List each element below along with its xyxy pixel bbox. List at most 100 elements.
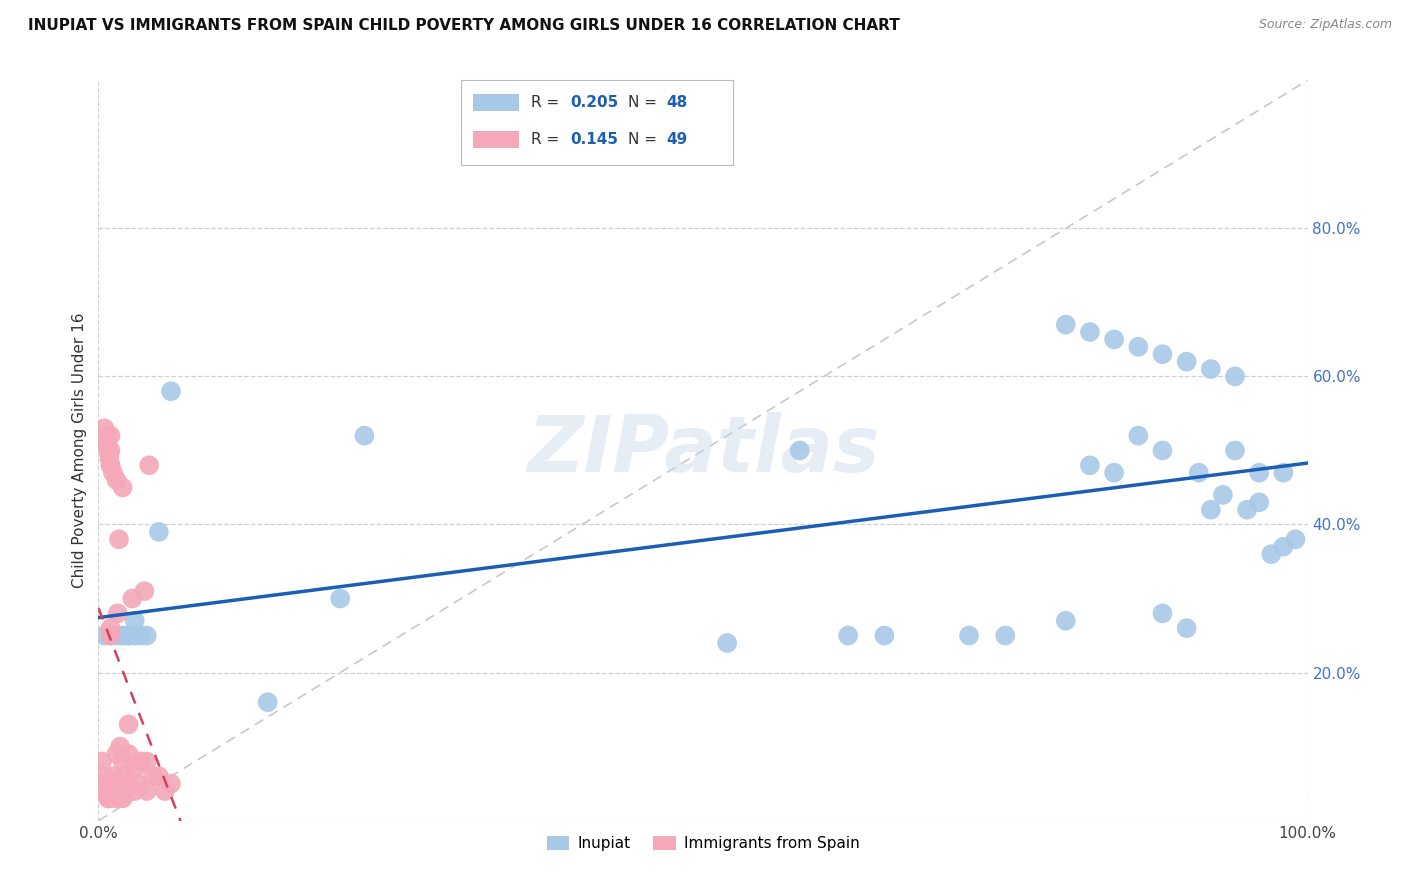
- Point: [160, 384, 183, 399]
- Point: [111, 776, 134, 791]
- Point: [104, 784, 127, 798]
- Text: N =: N =: [628, 132, 662, 147]
- Point: [135, 784, 157, 798]
- Text: Source: ZipAtlas.com: Source: ZipAtlas.com: [1258, 18, 1392, 31]
- Point: [96, 784, 118, 798]
- Point: [716, 636, 738, 650]
- Point: [1102, 466, 1125, 480]
- Point: [1175, 621, 1198, 635]
- Point: [96, 436, 118, 450]
- Point: [1260, 547, 1282, 561]
- Point: [1054, 318, 1077, 332]
- Point: [108, 739, 131, 754]
- Point: [1272, 466, 1295, 480]
- Point: [100, 628, 122, 642]
- Point: [1223, 369, 1246, 384]
- Point: [1199, 362, 1222, 376]
- Bar: [461, 80, 734, 165]
- Point: [101, 769, 124, 783]
- Point: [142, 769, 165, 783]
- Point: [124, 762, 146, 776]
- Text: 49: 49: [666, 132, 688, 147]
- Point: [105, 473, 128, 487]
- Text: ZIPatlas: ZIPatlas: [527, 412, 879, 489]
- Point: [1128, 340, 1150, 354]
- Point: [103, 776, 125, 791]
- Point: [93, 628, 115, 642]
- Point: [1199, 502, 1222, 516]
- Point: [100, 628, 122, 642]
- Point: [111, 755, 134, 769]
- Point: [118, 717, 141, 731]
- Point: [100, 458, 122, 473]
- Point: [121, 591, 143, 606]
- Point: [97, 791, 120, 805]
- Point: [124, 628, 146, 642]
- Point: [994, 628, 1017, 642]
- Point: [93, 421, 115, 435]
- Point: [127, 776, 149, 791]
- Point: [124, 784, 146, 798]
- Point: [135, 628, 157, 642]
- Point: [957, 628, 980, 642]
- Point: [118, 628, 141, 642]
- Text: INUPIAT VS IMMIGRANTS FROM SPAIN CHILD POVERTY AMONG GIRLS UNDER 16 CORRELATION : INUPIAT VS IMMIGRANTS FROM SPAIN CHILD P…: [28, 18, 900, 33]
- Point: [100, 621, 122, 635]
- Point: [100, 458, 122, 473]
- Point: [135, 755, 157, 769]
- Point: [100, 428, 122, 442]
- Point: [111, 791, 134, 805]
- Point: [101, 466, 124, 480]
- Point: [329, 591, 352, 606]
- Text: 0.145: 0.145: [569, 132, 619, 147]
- Legend: Inupiat, Immigrants from Spain: Inupiat, Immigrants from Spain: [540, 830, 866, 857]
- Point: [91, 769, 114, 783]
- Point: [111, 628, 134, 642]
- Point: [1223, 443, 1246, 458]
- Point: [118, 747, 141, 761]
- Point: [1284, 533, 1306, 547]
- Point: [1054, 614, 1077, 628]
- Bar: [474, 95, 519, 111]
- Point: [1236, 502, 1258, 516]
- Point: [114, 769, 136, 783]
- Point: [837, 628, 859, 642]
- Point: [111, 628, 134, 642]
- Point: [129, 755, 152, 769]
- Point: [94, 784, 117, 798]
- Point: [1272, 540, 1295, 554]
- Point: [873, 628, 896, 642]
- Point: [118, 628, 141, 642]
- Point: [1249, 466, 1271, 480]
- Point: [98, 791, 121, 805]
- Point: [124, 614, 146, 628]
- Point: [1128, 428, 1150, 442]
- Text: 0.205: 0.205: [569, 95, 619, 110]
- Text: R =: R =: [531, 132, 564, 147]
- Point: [91, 755, 114, 769]
- Text: R =: R =: [531, 95, 564, 110]
- Text: N =: N =: [628, 95, 662, 110]
- Point: [138, 458, 160, 473]
- Point: [129, 628, 152, 642]
- Point: [148, 769, 170, 783]
- Point: [108, 533, 131, 547]
- Point: [93, 776, 115, 791]
- Point: [105, 791, 128, 805]
- Point: [1188, 466, 1211, 480]
- Point: [789, 443, 811, 458]
- Point: [1078, 325, 1101, 339]
- Point: [148, 524, 170, 539]
- Point: [1152, 607, 1174, 621]
- Point: [134, 584, 156, 599]
- Point: [100, 443, 122, 458]
- Point: [153, 784, 176, 798]
- Point: [160, 776, 183, 791]
- Point: [111, 480, 134, 494]
- Point: [97, 443, 120, 458]
- Point: [1152, 347, 1174, 361]
- Point: [1102, 332, 1125, 346]
- Point: [1175, 354, 1198, 368]
- Point: [1249, 495, 1271, 509]
- Point: [94, 428, 117, 442]
